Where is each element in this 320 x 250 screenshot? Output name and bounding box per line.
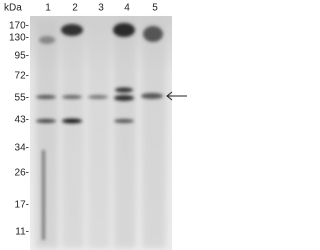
marker-label: 95- xyxy=(15,51,29,62)
blot-membrane xyxy=(30,16,172,250)
arrow xyxy=(166,91,187,101)
lane-label: 4 xyxy=(124,3,130,14)
marker-label: 17- xyxy=(15,200,29,211)
lane-label: 1 xyxy=(45,3,51,14)
unit-label: kDa xyxy=(4,3,22,14)
lane-label: 2 xyxy=(72,3,78,14)
marker-label: 72- xyxy=(15,71,29,82)
marker-labels: 170- 130- 95- 72- 55- 43- 34- 26- 17- 11… xyxy=(9,21,29,238)
marker-label: 11- xyxy=(15,227,29,238)
lane-label: 3 xyxy=(98,3,104,14)
marker-label: 55- xyxy=(15,93,29,104)
marker-label: 170- xyxy=(9,21,29,32)
marker-label: 34- xyxy=(15,143,29,154)
western-blot-figure: kDa 170- 130- 95- 72- 55- 43- 34- 26- 17… xyxy=(4,3,187,250)
lane-label: 5 xyxy=(152,3,158,14)
marker-label: 43- xyxy=(15,115,29,126)
lane-labels: 1 2 3 4 5 xyxy=(45,3,158,14)
marker-label: 130- xyxy=(9,33,29,44)
marker-label: 26- xyxy=(15,168,29,179)
